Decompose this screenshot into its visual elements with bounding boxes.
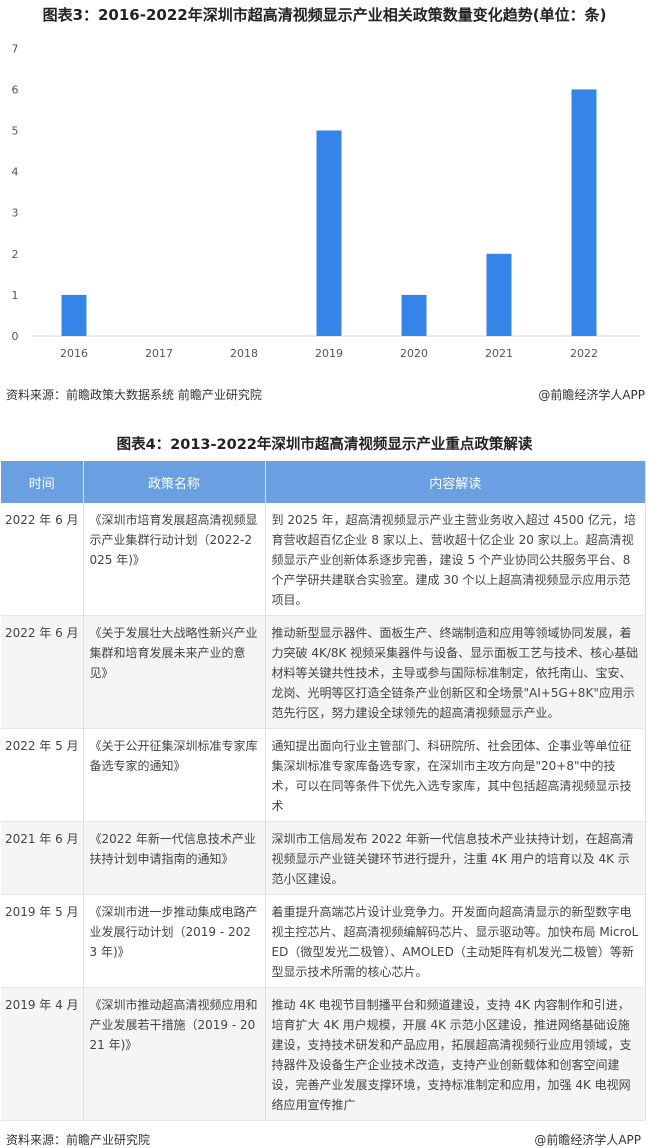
x-tick-label: 2022 bbox=[570, 347, 598, 360]
cell-content: 深圳市工信局发布 2022 年新一代信息技术产业扶持计划，在超高清视频显示产业链… bbox=[265, 821, 646, 895]
y-tick-label: 7 bbox=[12, 42, 19, 55]
cell-policy-name: 《深圳市推动超高清视频应用和产业发展若干措施（2019 - 2021 年)》 bbox=[83, 987, 266, 1121]
table-row: 2021 年 6 月《2022 年新一代信息技术产业扶持计划申请指南的通知》 深圳… bbox=[1, 821, 646, 895]
x-tick-label: 2021 bbox=[485, 347, 513, 360]
table-row: 2022 年 5 月《关于公开征集深圳标准专家库备选专家的通知》 通知提出面向行业… bbox=[1, 728, 646, 822]
table-header-row: 时间 政策名称 内容解读 bbox=[1, 461, 646, 503]
table-source: 资料来源：前瞻产业研究院 bbox=[6, 1133, 151, 1147]
bar-2016 bbox=[61, 294, 87, 336]
cell-time: 2022 年 5 月 bbox=[1, 728, 84, 822]
table-row: 2019 年 5 月《深圳市进一步推动集成电路产业发展行动计划（2019 - 2… bbox=[1, 894, 646, 988]
bar-2022 bbox=[571, 89, 597, 337]
cell-time: 2021 年 6 月 bbox=[1, 821, 84, 895]
table-title: 图表4：2013-2022年深圳市超高清视频显示产业重点政策解读 bbox=[116, 437, 533, 453]
cell-policy-name: 《2022 年新一代信息技术产业扶持计划申请指南的通知》 bbox=[83, 821, 266, 895]
cell-content: 通知提出面向行业主管部门、科研院所、社会团体、企事业等单位征集深圳标准专家库备选… bbox=[265, 728, 646, 822]
x-tick-label: 2019 bbox=[315, 347, 343, 360]
y-tick-label: 6 bbox=[12, 83, 19, 96]
cell-policy-name: 《关于公开征集深圳标准专家库备选专家的通知》 bbox=[83, 728, 266, 822]
cell-policy-name: 《深圳市进一步推动集成电路产业发展行动计划（2019 - 2023 年)》 bbox=[83, 894, 266, 988]
x-tick-label: 2017 bbox=[145, 347, 173, 360]
x-tick-label: 2020 bbox=[400, 347, 428, 360]
bar-chart: 0 1 2 3 4 5 6 7 2016 2017 2018 2019 2020 2021 2022 bbox=[12, 42, 640, 360]
table-row: 2019 年 4 月《深圳市推动超高清视频应用和产业发展若干措施（2019 - … bbox=[1, 987, 646, 1121]
x-tick-label: 2016 bbox=[60, 347, 88, 360]
table-section: 时间 政策名称 内容解读 2022 年 6 月《深圳市培育发展超高清视频显示产业… bbox=[1, 461, 646, 1148]
y-tick-label: 0 bbox=[12, 330, 19, 343]
chart-source-row: 资料来源：前瞻政策大数据系统 前瞻产业研究院 @前瞻经济学人APP bbox=[0, 386, 649, 403]
table-row: 2022 年 6 月《关于发展壮大战略性新兴产业集群和培育发展未来产业的意见》推… bbox=[1, 615, 646, 729]
cell-content: 推动 4K 电视节目制播平台和频道建设，支持 4K 内容制作和引进，培育扩大 4… bbox=[265, 987, 646, 1121]
cell-time: 2022 年 6 月 bbox=[1, 503, 84, 616]
table-row: 2022 年 6 月《深圳市培育发展超高清视频显示产业集群行动计划（2022-2… bbox=[1, 503, 646, 616]
cell-content: 到 2025 年，超高清视频显示产业主营业务收入超过 4500 亿元，培育营收超… bbox=[265, 503, 646, 616]
cell-policy-name: 《深圳市培育发展超高清视频显示产业集群行动计划（2022-2025 年)》 bbox=[83, 503, 266, 616]
chart-source: 资料来源：前瞻政策大数据系统 前瞻产业研究院 bbox=[6, 388, 262, 402]
bar-2020 bbox=[401, 294, 427, 336]
x-tick-label: 2018 bbox=[230, 347, 258, 360]
header-content: 内容解读 bbox=[265, 461, 646, 503]
cell-content: 推动新型显示器件、面板生产、终端制造和应用等领域协同发展，着力突破 4K/8K … bbox=[265, 615, 646, 729]
y-tick-label: 3 bbox=[12, 207, 19, 220]
cell-content: 着重提升高端芯片设计业竞争力。开发面向超高清显示的新型数字电视主控芯片、超高清视… bbox=[265, 894, 646, 988]
y-tick-label: 1 bbox=[12, 289, 19, 302]
y-tick-label: 2 bbox=[12, 248, 19, 261]
y-tick-label: 4 bbox=[12, 166, 19, 179]
table-source-row: 资料来源：前瞻产业研究院 @前瞻经济学人APP bbox=[1, 1131, 645, 1148]
header-policy-name: 政策名称 bbox=[83, 461, 266, 503]
policy-table: 时间 政策名称 内容解读 2022 年 6 月《深圳市培育发展超高清视频显示产业… bbox=[1, 461, 646, 1121]
y-tick-label: 5 bbox=[12, 125, 19, 138]
header-time: 时间 bbox=[1, 461, 84, 503]
cell-time: 2022 年 6 月 bbox=[1, 615, 84, 729]
bar-2021 bbox=[486, 253, 512, 336]
chart-credit: @前瞻经济学人APP bbox=[538, 388, 645, 402]
cell-policy-name: 《关于发展壮大战略性新兴产业集群和培育发展未来产业的意见》 bbox=[83, 615, 266, 729]
bar-2019 bbox=[316, 130, 342, 336]
table-credit: @前瞻经济学人APP bbox=[534, 1133, 641, 1147]
cell-time: 2019 年 5 月 bbox=[1, 894, 84, 988]
chart-title: 图表3：2016-2022年深圳市超高清视频显示产业相关政策数量变化趋势(单位：… bbox=[42, 6, 607, 24]
cell-time: 2019 年 4 月 bbox=[1, 987, 84, 1121]
